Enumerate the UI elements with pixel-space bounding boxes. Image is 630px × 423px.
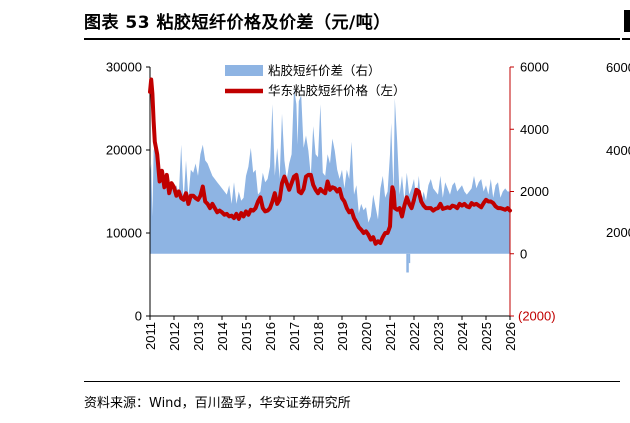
price-line xyxy=(148,77,512,246)
ghost-tick-label: 4000 xyxy=(606,143,630,158)
spread-negative-bar xyxy=(406,253,409,273)
source-note: 资料来源：Wind，百川盈孚，华安证券研究所 xyxy=(84,396,351,411)
left-axis-tick-label: 10000 xyxy=(106,226,142,241)
x-axis-tick-label: 2017 xyxy=(287,322,302,351)
x-axis-tick-label: 2026 xyxy=(503,322,518,351)
next-panel-axis-fragment: 6000 4000 2000 xyxy=(606,60,630,240)
footer-rule xyxy=(84,381,620,382)
price-line-layer xyxy=(148,77,512,246)
next-panel-title-rule xyxy=(622,38,630,40)
x-axis-tick-label: 2022 xyxy=(407,322,422,351)
right-axis-tick-label: (2000) xyxy=(518,309,556,324)
spread-negative-bar xyxy=(408,253,411,264)
right-axis-tick-label: 4000 xyxy=(520,122,549,137)
left-axis-tick-label: 30000 xyxy=(106,60,142,75)
ghost-tick-label: 6000 xyxy=(606,60,630,75)
x-axis-tick-label: 2018 xyxy=(311,322,326,351)
x-axis-tick-label: 2019 xyxy=(335,322,350,351)
x-axis-tick-label: 2024 xyxy=(455,322,470,351)
x-axis-tick-label: 2021 xyxy=(383,322,398,351)
legend-label-spread: 粘胶短纤价差（右） xyxy=(268,63,381,78)
title-rule xyxy=(84,38,620,40)
chart-legend: 粘胶短纤价差（右） 华东粘胶短纤价格（左） xyxy=(225,63,406,98)
right-axis-tick-label: 2000 xyxy=(520,184,549,199)
x-axis-tick-label: 2016 xyxy=(263,322,278,351)
left-axis-tick-label: 20000 xyxy=(106,143,142,158)
x-axis-tick-label: 2015 xyxy=(239,322,254,351)
figure-title: 图表 53 粘胶短纤价格及价差（元/吨） xyxy=(84,13,391,33)
x-axis-tick-label: 2011 xyxy=(143,322,158,350)
spread-area-layer xyxy=(150,88,510,273)
next-panel-marker xyxy=(624,10,630,32)
x-axis-tick-label: 2025 xyxy=(479,322,494,351)
x-axis-tick-label: 2013 xyxy=(191,322,206,351)
axes-layer: 0 10000 20000 30000 (2000) 0 2000 4000 6000 2011 2… xyxy=(106,60,556,351)
x-axis-tick-label: 2014 xyxy=(215,322,230,351)
ghost-tick-label: 2000 xyxy=(606,225,630,240)
x-axis-tick-label: 2012 xyxy=(167,322,182,351)
right-axis-tick-label: 0 xyxy=(520,246,527,261)
x-axis-tick-label: 2020 xyxy=(359,322,374,351)
legend-swatch-spread xyxy=(225,65,263,76)
spread-area xyxy=(150,88,510,254)
left-axis-tick-label: 0 xyxy=(135,309,142,324)
right-axis-tick-label: 6000 xyxy=(520,60,549,75)
legend-label-price: 华东粘胶短纤价格（左） xyxy=(268,83,406,98)
x-axis-tick-label: 2023 xyxy=(431,322,446,351)
